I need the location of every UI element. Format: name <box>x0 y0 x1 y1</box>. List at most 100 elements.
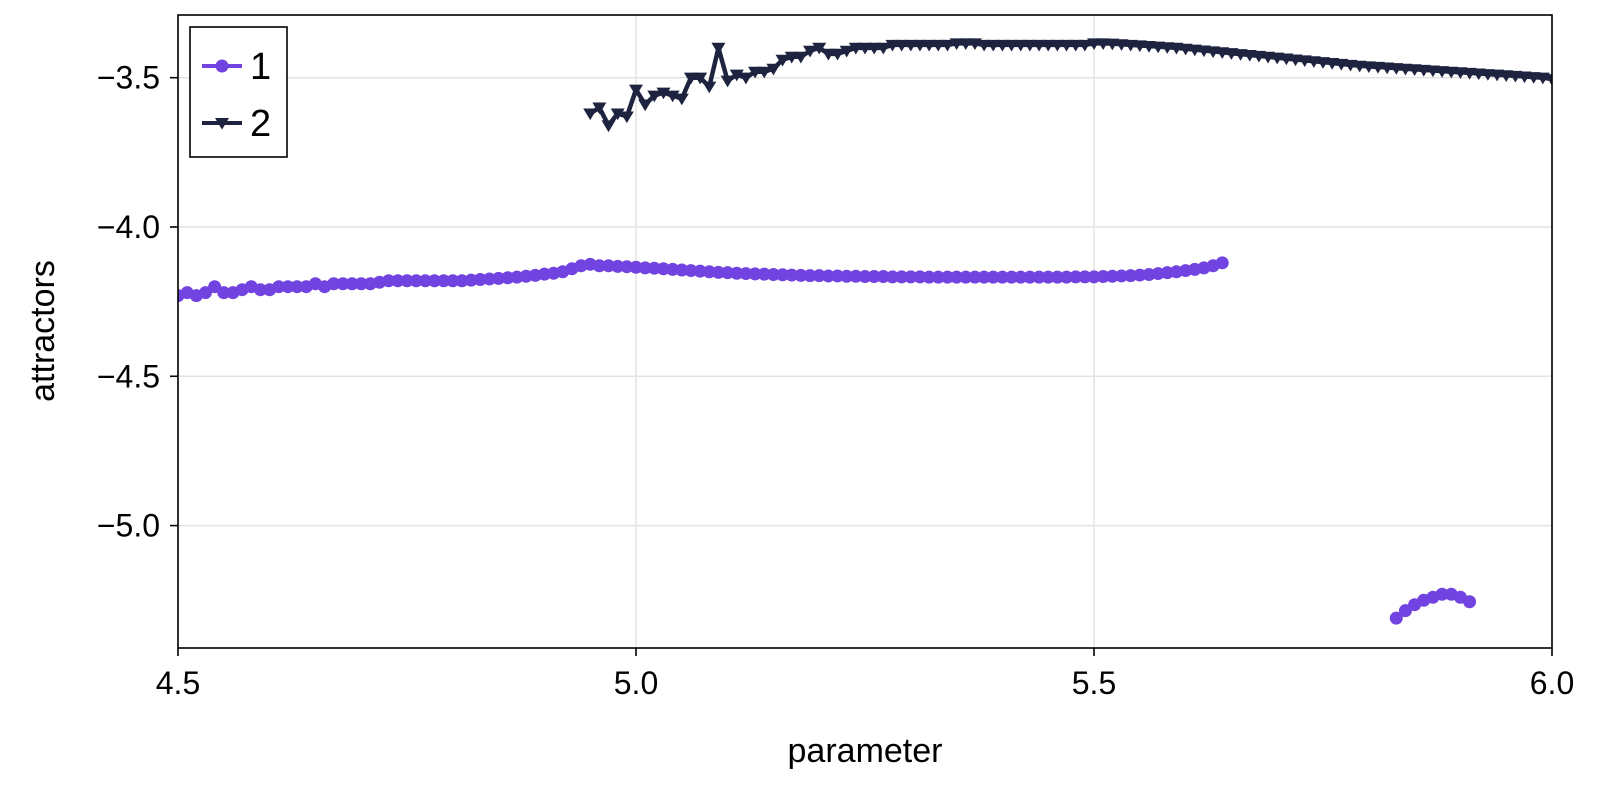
data-point <box>775 54 790 67</box>
data-point <box>1023 270 1037 284</box>
legend-box <box>189 26 288 158</box>
data-point <box>858 270 872 284</box>
data-point <box>784 51 799 64</box>
data-point <box>766 267 780 281</box>
data-point <box>611 259 625 273</box>
series-1 <box>178 256 1477 625</box>
data-point <box>803 45 818 58</box>
data-point <box>208 280 222 294</box>
data-point <box>1453 67 1468 79</box>
y-tick-label: −5.0 <box>97 508 160 544</box>
data-point <box>1380 62 1395 75</box>
data-point <box>739 267 753 281</box>
data-point <box>354 277 368 291</box>
y-tick-label: −4.0 <box>97 209 160 245</box>
data-point <box>1545 74 1552 86</box>
data-point <box>849 269 863 283</box>
data-point <box>601 120 616 133</box>
data-point <box>1416 64 1431 77</box>
data-point <box>1068 39 1083 52</box>
data-point <box>793 51 808 64</box>
x-tick-label: 4.5 <box>156 665 200 701</box>
data-point <box>995 39 1010 52</box>
data-point <box>1435 587 1449 601</box>
data-point <box>409 274 423 288</box>
plot-frame <box>177 14 1553 649</box>
data-point <box>583 108 598 121</box>
data-point <box>693 72 708 85</box>
data-point <box>867 42 882 55</box>
series-line <box>588 41 1552 128</box>
legend: 12 <box>189 26 288 158</box>
data-point <box>1096 38 1111 51</box>
data-point <box>619 111 634 124</box>
data-point <box>940 39 955 52</box>
data-point <box>217 286 231 300</box>
data-point <box>1050 39 1065 52</box>
data-point <box>1114 269 1128 283</box>
data-point <box>904 270 918 284</box>
data-point <box>674 93 689 106</box>
data-point <box>711 265 725 279</box>
data-point <box>1096 270 1110 284</box>
data-point <box>1078 270 1092 284</box>
data-point <box>1060 270 1074 284</box>
data-point <box>858 42 872 55</box>
data-point <box>610 108 625 121</box>
x-axis: 4.5 5.0 5.5 6.0 <box>156 648 1574 701</box>
data-point <box>912 39 927 52</box>
data-point <box>876 270 890 284</box>
data-point <box>1444 66 1459 79</box>
data-point <box>1389 611 1403 625</box>
data-point <box>830 48 845 61</box>
y-axis-label: attractors <box>24 260 62 402</box>
data-point <box>748 66 763 79</box>
data-point <box>748 267 762 281</box>
data-point <box>1407 64 1422 76</box>
data-point <box>711 42 726 55</box>
data-point <box>1087 38 1101 51</box>
data-point <box>665 90 680 103</box>
data-point <box>592 102 607 115</box>
data-point <box>683 72 698 85</box>
data-point <box>1435 66 1450 78</box>
data-point <box>812 269 826 283</box>
x-tick-label: 5.5 <box>1072 665 1116 701</box>
data-point <box>1005 270 1019 284</box>
data-point <box>1041 270 1055 284</box>
legend-label: 2 <box>250 103 271 145</box>
data-point <box>1160 42 1175 54</box>
data-point <box>922 39 937 52</box>
data-point <box>1004 39 1019 52</box>
data-point <box>776 268 790 282</box>
data-point <box>400 274 414 288</box>
data-point <box>1022 39 1037 52</box>
data-point <box>281 280 295 294</box>
data-point <box>986 270 1000 284</box>
data-point <box>950 270 964 284</box>
data-point <box>729 69 744 82</box>
data-point <box>272 280 286 294</box>
legend-marker <box>215 59 229 73</box>
data-point <box>785 268 799 282</box>
data-point <box>656 87 671 100</box>
data-point <box>968 270 982 284</box>
data-point <box>1490 69 1505 82</box>
data-point <box>1471 68 1486 81</box>
data-point <box>1114 39 1129 51</box>
data-point <box>831 269 845 283</box>
data-point <box>931 270 945 284</box>
data-point <box>418 274 432 288</box>
data-point <box>1425 65 1440 78</box>
data-point <box>1050 270 1064 284</box>
data-point <box>803 269 817 283</box>
data-point <box>1462 67 1477 80</box>
data-point <box>1361 61 1376 74</box>
data-point <box>1087 270 1101 284</box>
data-point <box>336 277 350 291</box>
data-point <box>446 274 460 288</box>
data-point <box>986 39 1001 52</box>
data-point <box>1215 256 1229 270</box>
data-point <box>977 39 992 52</box>
